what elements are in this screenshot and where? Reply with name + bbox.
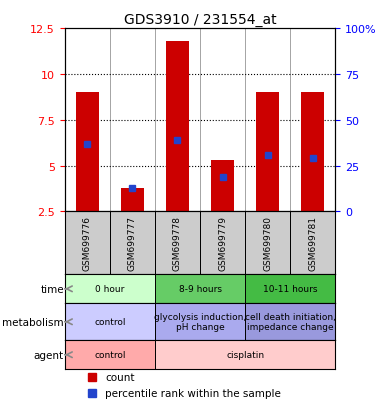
Text: cell death initiation,
impedance change: cell death initiation, impedance change [245,312,336,332]
Bar [256,93,279,212]
Bar [301,93,324,212]
Text: glycolysis induction,
pH change: glycolysis induction, pH change [154,312,246,332]
Bar [65,275,155,304]
Text: 0 hour: 0 hour [95,285,125,294]
Bar [76,93,99,212]
Text: cisplatin: cisplatin [226,350,264,359]
FancyBboxPatch shape [110,212,155,275]
FancyBboxPatch shape [200,212,245,275]
Bar [245,275,335,304]
Text: GSM699781: GSM699781 [308,216,317,271]
Bar [121,188,144,212]
FancyBboxPatch shape [290,212,335,275]
Text: GSM699779: GSM699779 [218,216,227,271]
Text: 8-9 hours: 8-9 hours [179,285,221,294]
Text: percentile rank within the sample: percentile rank within the sample [105,388,281,398]
Text: control: control [94,318,126,326]
FancyBboxPatch shape [245,212,290,275]
Bar [65,304,155,341]
Text: agent: agent [34,350,64,360]
Text: GSM699780: GSM699780 [263,216,272,271]
Bar [155,341,335,369]
Text: GSM699776: GSM699776 [83,216,92,271]
Bar [245,304,335,341]
Bar [65,341,155,369]
Bar [155,275,245,304]
Text: GSM699778: GSM699778 [173,216,182,271]
Text: 10-11 hours: 10-11 hours [263,285,317,294]
FancyBboxPatch shape [155,212,200,275]
Bar [166,42,189,212]
Text: time: time [40,284,64,294]
Bar [155,304,245,341]
Text: GSM699777: GSM699777 [128,216,137,271]
Text: control: control [94,350,126,359]
Bar [211,161,234,212]
Text: metabolism: metabolism [2,317,64,327]
Title: GDS3910 / 231554_at: GDS3910 / 231554_at [124,12,276,26]
FancyBboxPatch shape [65,212,110,275]
Text: count: count [105,372,135,382]
